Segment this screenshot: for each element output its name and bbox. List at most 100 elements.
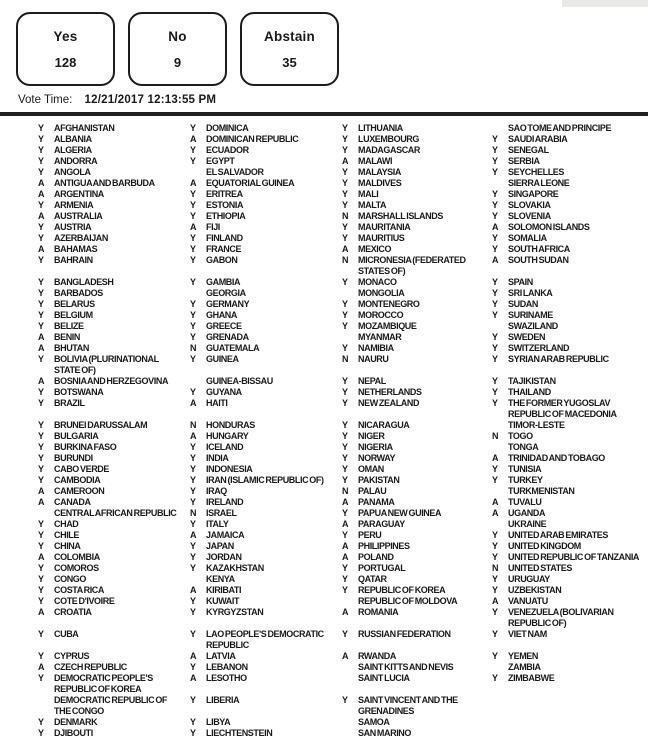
- vote-row: Y KAZAKHSTAN: [190, 563, 342, 574]
- country-name: ANGOLA: [54, 167, 91, 177]
- vote-row: Y MONTENEGRO: [342, 299, 492, 310]
- vote-row: A MEXICO: [342, 244, 492, 255]
- vote-letter: A: [492, 222, 499, 232]
- vote-row: N NAURU: [342, 354, 492, 376]
- vote-letter: Y: [38, 530, 45, 540]
- vote-row: Y SPAIN: [492, 277, 648, 288]
- country-name: DJIBOUTI: [54, 728, 93, 738]
- vote-letter: Y: [38, 200, 45, 210]
- vote-row: Y NEW ZEALAND: [342, 398, 492, 420]
- country-name: DOMINICAN REPUBLIC: [206, 134, 299, 144]
- vote-row: Y NETHERLANDS: [342, 387, 492, 398]
- vote-letter: Y: [492, 376, 499, 386]
- vote-row: Y ALGERIA: [38, 145, 190, 156]
- vote-letter: Y: [190, 563, 197, 573]
- vote-letter: Y: [492, 464, 499, 474]
- vote-row: A UGANDA: [492, 508, 648, 519]
- country-name: QATAR: [358, 574, 387, 584]
- country-name: SWITZERLAND: [508, 343, 570, 353]
- country-name: MALAWI: [358, 156, 393, 166]
- vote-letter: Y: [342, 563, 349, 573]
- vote-time-value: 12/21/2017 12:13:55 PM: [84, 94, 217, 106]
- country-name: MICRONESIA (FEDERATED STATES OF): [358, 255, 466, 276]
- vote-row: Y SERBIA: [492, 156, 648, 167]
- vote-letter: A: [190, 585, 197, 595]
- country-name: AUSTRIA: [54, 222, 92, 232]
- country-name: ISRAEL: [206, 508, 237, 518]
- country-name: LIBYA: [206, 717, 231, 727]
- country-name: CENTRAL AFRICAN REPUBLIC: [54, 508, 177, 518]
- vote-letter: Y: [190, 310, 197, 320]
- country-name: LATVIA: [206, 651, 236, 661]
- vote-letter: Y: [38, 299, 45, 309]
- country-name: BELGIUM: [54, 310, 93, 320]
- vote-row: Y NICARAGUA: [342, 420, 492, 431]
- vote-row: A KIRIBATI: [190, 585, 342, 596]
- vote-letter: Y: [190, 321, 197, 331]
- yes-count-box: Yes 128: [16, 12, 115, 86]
- country-name: MAURITANIA: [358, 222, 411, 232]
- vote-row: Y MADAGASCAR: [342, 145, 492, 156]
- vote-letter: Y: [342, 167, 349, 177]
- country-name: CHINA: [54, 541, 81, 551]
- vote-letter: Y: [38, 233, 45, 243]
- vote-letter: Y: [492, 310, 499, 320]
- vote-letter: A: [190, 530, 197, 540]
- vote-row: N HONDURAS: [190, 420, 342, 431]
- vote-letter: Y: [38, 134, 45, 144]
- vote-row: Y CHILE: [38, 530, 190, 541]
- vote-row: Y LIBERIA: [190, 695, 342, 717]
- vote-letter: Y: [342, 398, 349, 408]
- vote-letter: Y: [190, 695, 197, 705]
- yes-count: 128: [54, 54, 77, 70]
- vote-row: Y ECUADOR: [190, 145, 342, 156]
- country-name: SAN MARINO: [358, 728, 411, 738]
- vote-row: Y GHANA: [190, 310, 342, 321]
- vote-letter: A: [190, 431, 197, 441]
- vote-row: Y AZERBAIJAN: [38, 233, 190, 244]
- vote-letter: Y: [38, 354, 45, 364]
- vote-row: A CANADA: [38, 497, 190, 508]
- vote-row: MONGOLIA: [342, 288, 492, 299]
- country-name: SAINT VINCENT AND THE GRENADINES: [358, 695, 458, 716]
- vote-row: A HAITI: [190, 398, 342, 420]
- country-name: BURUNDI: [54, 453, 93, 463]
- vote-row: A PARAGUAY: [342, 519, 492, 530]
- country-name: LESOTHO: [206, 673, 247, 683]
- country-name: BOSNIA AND HERZEGOVINA: [54, 376, 169, 386]
- vote-row: Y QATAR: [342, 574, 492, 585]
- vote-row: Y THAILAND: [492, 387, 648, 398]
- abstain-count: 35: [282, 54, 297, 70]
- vote-row: A CROATIA: [38, 607, 190, 629]
- country-name: POLAND: [358, 552, 394, 562]
- vote-letter: A: [190, 398, 197, 408]
- country-name: COMOROS: [54, 563, 99, 573]
- country-name: FIJI: [206, 222, 220, 232]
- vote-row: Y BRAZIL: [38, 398, 190, 420]
- vote-letter: Y: [342, 376, 349, 386]
- country-name: SPAIN: [508, 277, 533, 287]
- country-name: GUINEA: [206, 354, 239, 364]
- vote-row: Y SOMALIA: [492, 233, 648, 244]
- vote-row: CENTRAL AFRICAN REPUBLIC: [38, 508, 190, 519]
- country-name: NAURU: [358, 354, 389, 364]
- vote-letter: Y: [38, 222, 45, 232]
- vote-letter: Y: [492, 211, 499, 221]
- country-name: COLOMBIA: [54, 552, 100, 562]
- vote-letter: Y: [190, 233, 197, 243]
- vote-letter: Y: [342, 123, 349, 133]
- vote-row: N UNITED STATES: [492, 563, 648, 574]
- vote-row: Y BARBADOS: [38, 288, 190, 299]
- country-name: AFGHANISTAN: [54, 123, 115, 133]
- country-name: REPUBLIC OF MOLDOVA: [358, 596, 458, 606]
- country-name: MARSHALL ISLANDS: [358, 211, 443, 221]
- vote-row: Y GERMANY: [190, 299, 342, 310]
- vote-letter: A: [342, 244, 349, 254]
- country-name: CZECH REPUBLIC: [54, 662, 127, 672]
- vote-letter: Y: [190, 475, 197, 485]
- vote-row: Y MALAYSIA: [342, 167, 492, 178]
- vote-row: N MICRONESIA (FEDERATED STATES OF): [342, 255, 492, 277]
- country-name: CONGO: [54, 574, 87, 584]
- vote-letter: A: [190, 222, 197, 232]
- country-name: KYRGYZSTAN: [206, 607, 264, 617]
